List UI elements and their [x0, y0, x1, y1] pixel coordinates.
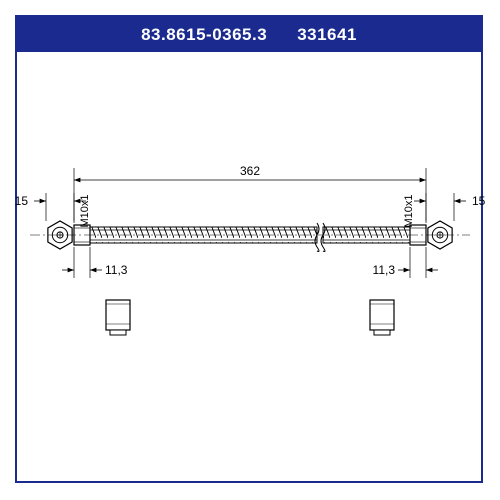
svg-text:15: 15 [15, 194, 29, 208]
svg-text:15: 15 [472, 194, 486, 208]
svg-text:M10x1: M10x1 [79, 194, 91, 227]
svg-text:362: 362 [240, 164, 260, 178]
technical-drawing: 362 15 15 M10x1 M10x1 11,3 11,3 [0, 0, 500, 500]
drawing-body: 362 15 15 M10x1 M10x1 11,3 11,3 [15, 164, 486, 335]
svg-text:M10x1: M10x1 [403, 194, 415, 227]
svg-text:11,3: 11,3 [373, 263, 396, 277]
page-container: 83.8615-0365.3 331641 3621515M10x1M10x11… [0, 0, 500, 500]
svg-text:11,3: 11,3 [105, 263, 128, 277]
